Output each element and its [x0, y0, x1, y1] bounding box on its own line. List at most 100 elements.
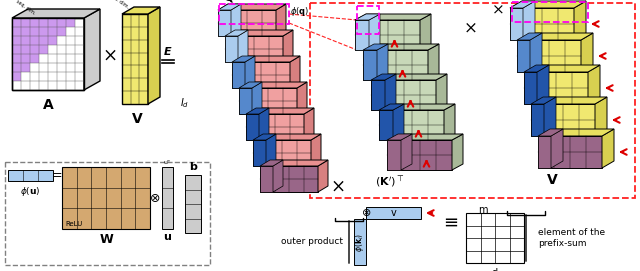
Polygon shape [225, 30, 293, 36]
Polygon shape [225, 36, 283, 62]
Polygon shape [510, 1, 535, 8]
Polygon shape [246, 114, 259, 140]
Polygon shape [531, 97, 607, 104]
Text: ReLU: ReLU [65, 221, 83, 227]
Text: ⊗: ⊗ [362, 208, 372, 218]
Bar [162, 167, 173, 229]
Polygon shape [239, 82, 307, 88]
Polygon shape [531, 97, 556, 104]
Polygon shape [363, 50, 377, 80]
Text: A: A [43, 98, 53, 112]
Polygon shape [371, 74, 396, 80]
Polygon shape [369, 14, 380, 50]
Polygon shape [238, 30, 248, 62]
Polygon shape [260, 166, 318, 192]
Polygon shape [524, 72, 537, 104]
Polygon shape [276, 4, 286, 36]
Polygon shape [510, 1, 586, 8]
Text: outer product: outer product [281, 237, 343, 247]
Polygon shape [385, 74, 396, 110]
Bar [12, 36, 57, 45]
Polygon shape [283, 30, 293, 62]
Polygon shape [538, 129, 563, 136]
Polygon shape [523, 1, 535, 40]
Polygon shape [517, 40, 581, 72]
Text: ×: × [102, 47, 118, 65]
Text: $\phi(\mathbf{k}_i)$: $\phi(\mathbf{k}_i)$ [357, 0, 376, 2]
Polygon shape [253, 134, 276, 140]
Polygon shape [538, 136, 551, 168]
Polygon shape [428, 44, 439, 80]
Polygon shape [232, 62, 290, 88]
Text: $\phi(\mathbf{k}_i)$: $\phi(\mathbf{k}_i)$ [353, 232, 367, 251]
Text: =: = [52, 169, 62, 182]
Polygon shape [531, 104, 595, 136]
Polygon shape [225, 30, 248, 36]
Polygon shape [363, 50, 428, 80]
Text: ×: × [492, 3, 504, 17]
Polygon shape [517, 40, 530, 72]
Polygon shape [524, 65, 549, 72]
Polygon shape [355, 14, 380, 20]
Text: Q': Q' [223, 0, 237, 4]
Polygon shape [122, 7, 160, 14]
Polygon shape [260, 166, 273, 192]
Polygon shape [232, 62, 245, 88]
Polygon shape [363, 44, 388, 50]
Bar [219, 4, 289, 24]
Polygon shape [524, 65, 600, 72]
Text: m: m [478, 205, 488, 215]
Polygon shape [379, 104, 455, 110]
Polygon shape [253, 140, 266, 166]
Polygon shape [379, 110, 444, 140]
Bar [12, 18, 75, 27]
Bar [5, 162, 210, 265]
Polygon shape [524, 72, 588, 104]
Text: u: u [164, 232, 172, 242]
Polygon shape [266, 134, 276, 166]
Polygon shape [379, 110, 393, 140]
Bar [12, 54, 39, 63]
Polygon shape [363, 44, 439, 50]
Bar [12, 27, 66, 36]
Polygon shape [510, 8, 574, 40]
Polygon shape [371, 80, 385, 110]
Polygon shape [510, 8, 523, 40]
Polygon shape [260, 160, 328, 166]
Bar [62, 167, 150, 229]
Polygon shape [12, 18, 84, 90]
Polygon shape [355, 20, 420, 50]
Bar [8, 170, 53, 181]
Polygon shape [245, 56, 255, 88]
Polygon shape [517, 33, 542, 40]
Polygon shape [253, 134, 321, 140]
Polygon shape [355, 20, 369, 50]
Polygon shape [531, 104, 544, 136]
Bar [12, 45, 48, 54]
Polygon shape [304, 108, 314, 140]
Text: element of the
prefix-sum: element of the prefix-sum [538, 228, 605, 248]
Polygon shape [218, 4, 241, 10]
Polygon shape [436, 74, 447, 110]
Polygon shape [538, 136, 602, 168]
Polygon shape [218, 10, 231, 36]
Polygon shape [588, 65, 600, 104]
Text: ×: × [330, 178, 346, 196]
Polygon shape [581, 33, 593, 72]
Polygon shape [246, 114, 304, 140]
Polygon shape [218, 10, 276, 36]
Bar [512, 2, 588, 22]
Text: E: E [164, 47, 172, 57]
Polygon shape [246, 108, 314, 114]
Text: V: V [132, 112, 142, 126]
Polygon shape [387, 140, 452, 170]
Polygon shape [444, 104, 455, 140]
Text: ×: × [464, 20, 478, 37]
Polygon shape [420, 14, 431, 50]
Bar [366, 207, 421, 219]
Polygon shape [246, 108, 269, 114]
Polygon shape [393, 104, 404, 140]
Polygon shape [122, 14, 148, 104]
Polygon shape [538, 129, 614, 136]
Polygon shape [377, 44, 388, 80]
